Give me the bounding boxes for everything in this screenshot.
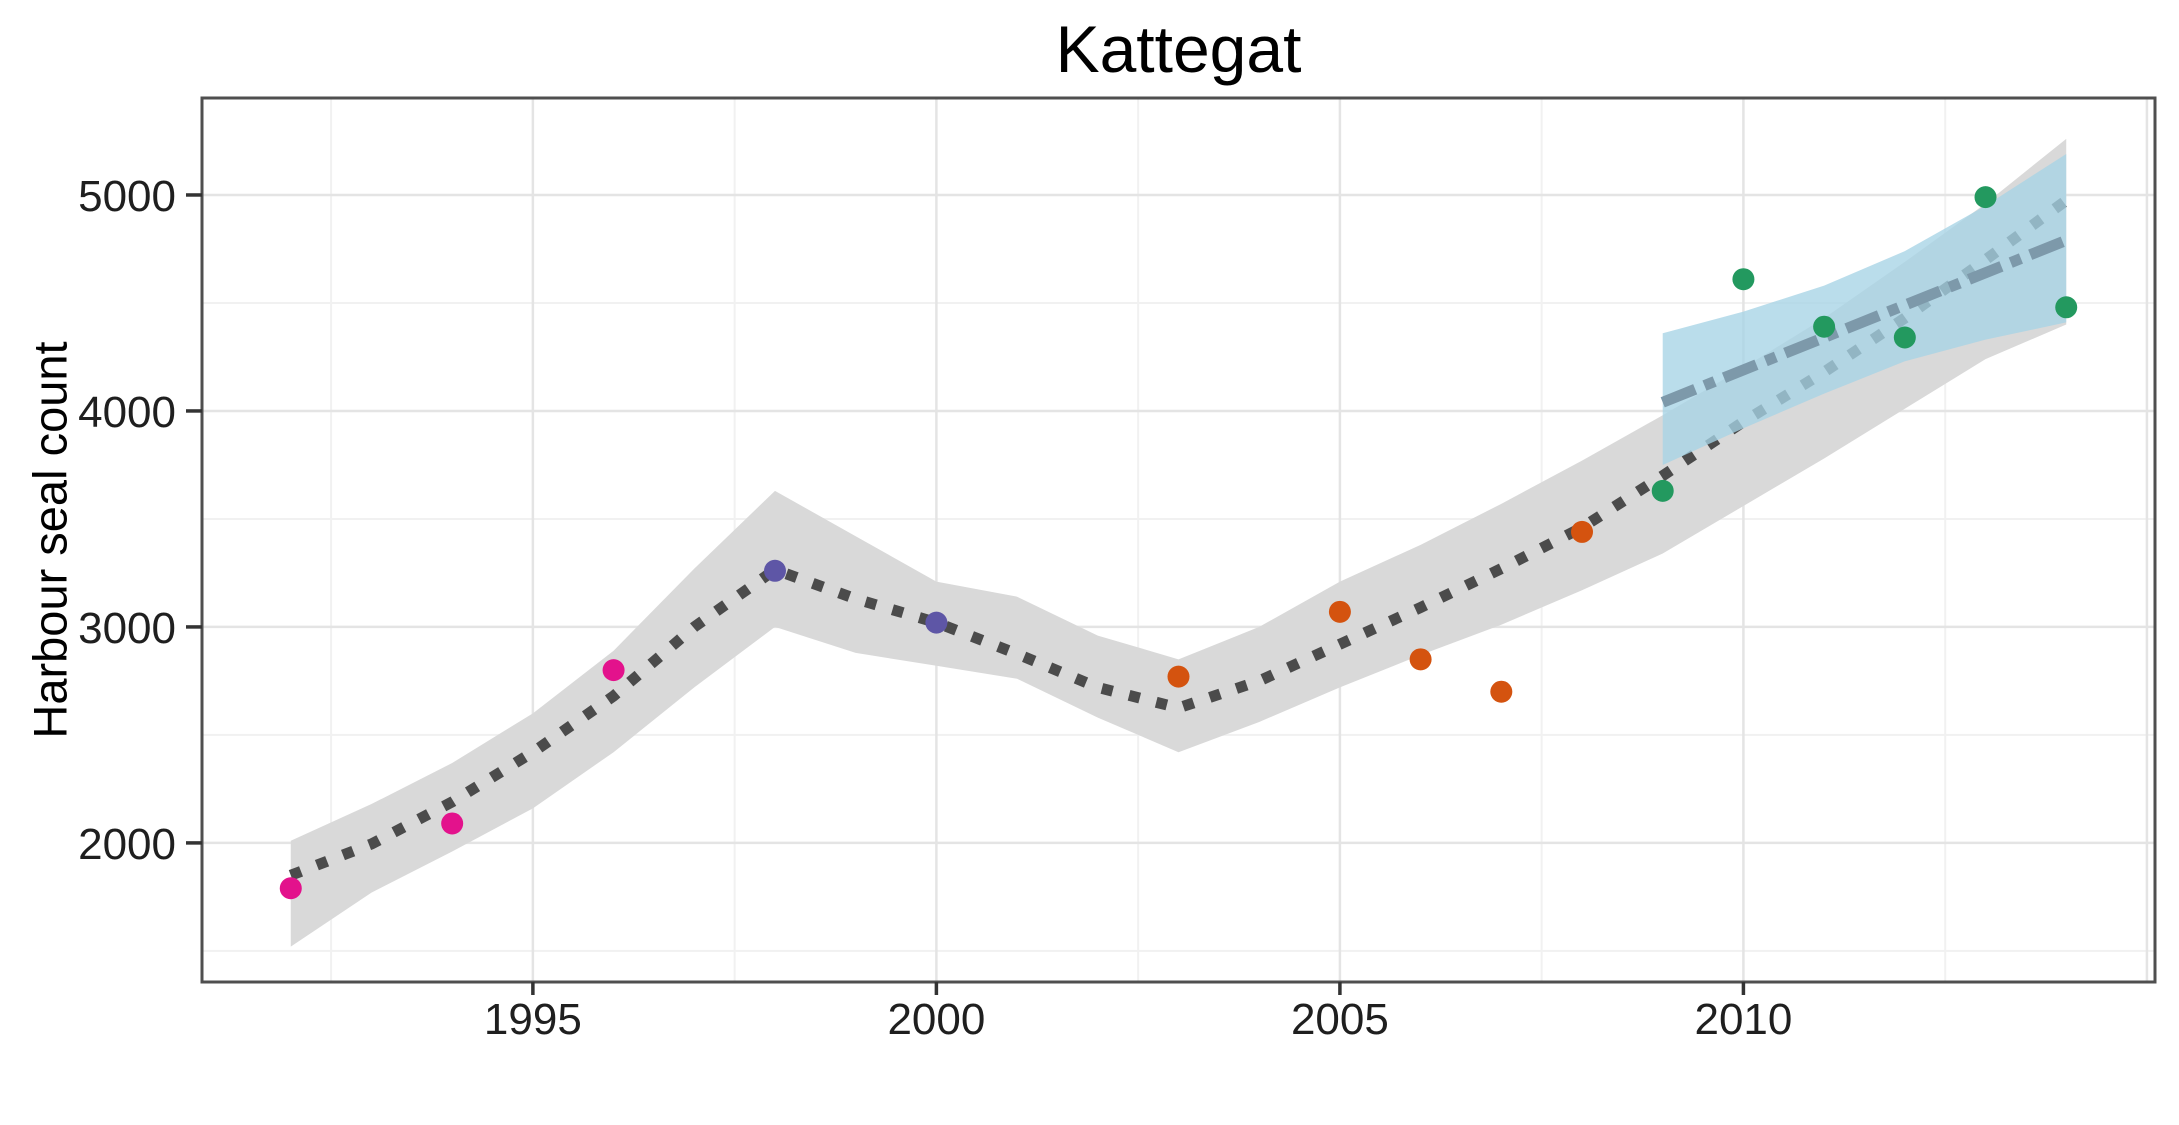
data-point-1994 bbox=[441, 812, 464, 835]
x-tick-label: 2005 bbox=[1291, 995, 1389, 1044]
loess-fit-all-years-confidence-band bbox=[290, 138, 2067, 947]
data-point-2003 bbox=[1167, 665, 1190, 688]
data-point-1998 bbox=[763, 559, 786, 582]
y-tick-label: 4000 bbox=[78, 388, 176, 437]
data-point-2009 bbox=[1651, 479, 1674, 502]
panel-border bbox=[200, 96, 2157, 984]
data-point-2008 bbox=[1571, 520, 1594, 543]
y-tick-label: 3000 bbox=[78, 604, 176, 653]
data-point-2014 bbox=[2055, 296, 2078, 319]
linear-fit-2009-2014-line bbox=[1660, 235, 2069, 408]
x-tick-label: 2000 bbox=[887, 995, 985, 1044]
loess-fit-all-years-line bbox=[288, 195, 2070, 881]
data-point-1996 bbox=[602, 659, 625, 682]
data-point-2005 bbox=[1328, 600, 1351, 623]
chart-title: Kattegat bbox=[1055, 12, 1302, 86]
data-point-2013 bbox=[1974, 186, 1997, 209]
y-tick-label: 2000 bbox=[78, 820, 176, 869]
data-point-2010 bbox=[1732, 268, 1755, 291]
data-point-2011 bbox=[1813, 315, 1836, 338]
data-point-2006 bbox=[1409, 648, 1432, 671]
data-point-2007 bbox=[1490, 680, 1513, 703]
data-point-1992 bbox=[279, 877, 302, 900]
data-point-2000 bbox=[925, 611, 948, 634]
x-tick-label: 1995 bbox=[484, 995, 582, 1044]
y-tick-label: 5000 bbox=[78, 172, 176, 221]
linear-fit-2009-2014-confidence-band bbox=[1662, 153, 2067, 465]
data-point-2012 bbox=[1893, 326, 1916, 349]
x-tick-label: 2010 bbox=[1694, 995, 1792, 1044]
